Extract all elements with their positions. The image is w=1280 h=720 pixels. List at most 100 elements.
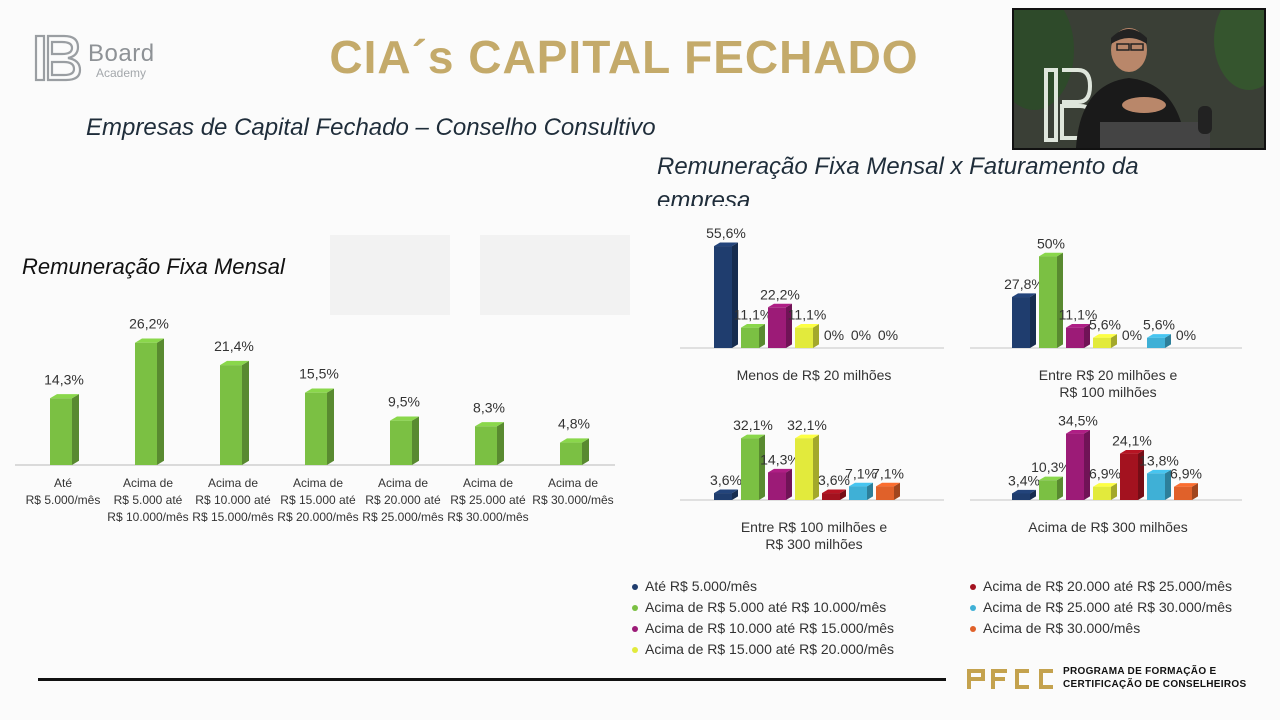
data-label: 0% (878, 327, 898, 343)
legend-item: Acima de R$ 10.000 até R$ 15.000/mês (632, 620, 894, 636)
tick-label: Acima de (548, 476, 598, 490)
bar (714, 242, 738, 348)
data-label: 32,1% (787, 417, 827, 433)
chart-title: Acima de R$ 300 milhões (1028, 519, 1188, 535)
data-label: 50% (1037, 235, 1065, 251)
bar (1174, 483, 1198, 500)
tick-label: R$ 15.000/mês (192, 510, 273, 524)
data-label: 0% (1176, 327, 1196, 343)
chart-title: R$ 100 milhões (1059, 384, 1156, 400)
chart-entre-20-100-milhoes: 27,8%50%11,1%5,6%0%5,6%0%Entre R$ 20 mil… (970, 235, 1242, 400)
tick-label: Acima de (378, 476, 428, 490)
bar (1093, 334, 1117, 348)
tick-label: Acima de (463, 476, 513, 490)
data-label: 26,2% (129, 316, 169, 332)
bar (135, 338, 164, 465)
legend-item: Acima de R$ 25.000 até R$ 30.000/mês (970, 599, 1232, 615)
chart-acima-300-milhoes: 3,4%10,3%34,5%6,9%24,1%13,8%6,9%Acima de… (970, 413, 1242, 535)
legend-marker-icon (632, 605, 638, 612)
data-label: 55,6% (706, 225, 746, 241)
data-label: 4,8% (558, 416, 590, 432)
data-label: 6,9% (1089, 466, 1121, 482)
data-label: 24,1% (1112, 433, 1152, 449)
legend-label: Acima de R$ 20.000 até R$ 25.000/mês (983, 578, 1233, 594)
right-chart-title: Remuneração Fixa Mensal x Faturamento da… (657, 153, 1139, 206)
data-label: 9,5% (388, 394, 420, 410)
bar (475, 422, 504, 465)
data-label: 11,1% (734, 307, 773, 323)
data-label: 27,8% (1004, 276, 1044, 292)
legend-label: Até R$ 5.000/mês (645, 578, 758, 594)
data-label: 5,6% (1143, 317, 1175, 333)
data-label: 0% (851, 327, 871, 343)
chart-legend: Até R$ 5.000/mês Acima de R$ 5.000 até R$… (632, 578, 1272, 664)
tick-label: R$ 10.000/mês (107, 510, 188, 524)
chart-title: Entre R$ 20 milhões e (1039, 367, 1178, 383)
bar (1147, 334, 1171, 348)
tick-label: R$ 15.000 até (280, 493, 356, 507)
bar (768, 468, 792, 500)
brand-subtitle: Academy (96, 66, 147, 80)
bar (1012, 293, 1036, 348)
bar (849, 482, 873, 500)
legend-item: Acima de R$ 15.000 até R$ 20.000/mês (632, 641, 894, 657)
legend-label: Acima de R$ 30.000/mês (983, 620, 1141, 636)
bar (1039, 476, 1063, 500)
left-chart-title: Remuneração Fixa Mensal (22, 254, 285, 279)
tick-label: R$ 20.000/mês (277, 510, 358, 524)
bar (768, 303, 792, 348)
legend-item: Acima de R$ 30.000/mês (970, 620, 1140, 636)
page-title: CIA´s CAPITAL FECHADO (329, 31, 919, 83)
bar (50, 394, 79, 465)
tick-label: R$ 30.000/mês (447, 510, 528, 524)
legend-item: Acima de R$ 20.000 até R$ 25.000/mês (970, 578, 1232, 594)
data-label: 10,3% (1031, 459, 1071, 475)
data-label: 6,9% (1170, 466, 1202, 482)
bar (1093, 483, 1117, 500)
tick-label: R$ 25.000 até (450, 493, 526, 507)
data-label: 7,1% (872, 465, 904, 481)
data-label: 0% (1122, 327, 1142, 343)
data-label: 5,6% (1089, 317, 1121, 333)
tick-label: R$ 25.000/mês (362, 510, 443, 524)
data-label: 3,6% (818, 472, 850, 488)
bar (741, 434, 765, 500)
slide-subtitle: Empresas de Capital Fechado – Conselho C… (86, 114, 656, 141)
tick-label: R$ 5.000/mês (26, 493, 101, 507)
bar (795, 434, 819, 500)
legend-label: Acima de R$ 15.000 até R$ 20.000/mês (645, 641, 895, 657)
bar (560, 438, 589, 465)
left-bar-chart: 14,3% Até R$ 5.000/mês 26,2% Acima de R$ 5.00… (15, 316, 615, 524)
data-label: 14,3% (44, 371, 84, 387)
watermark-logo (330, 235, 630, 315)
bar (1012, 489, 1036, 500)
data-label: 8,3% (473, 399, 505, 415)
presenter-video-icon (1014, 10, 1264, 148)
bar (305, 388, 334, 465)
bar (795, 324, 819, 348)
chart-title: Entre R$ 100 milhões e (741, 519, 888, 535)
data-label: 22,2% (760, 286, 800, 302)
bar (741, 324, 765, 348)
bar (390, 416, 419, 465)
data-label: 15,5% (299, 366, 339, 382)
data-label: 13,8% (1139, 452, 1179, 468)
legend-label: Acima de R$ 25.000 até R$ 30.000/mês (983, 599, 1233, 615)
bar (822, 489, 846, 500)
legend-marker-icon (970, 605, 976, 612)
bar (1147, 469, 1171, 500)
legend-item: Acima de R$ 5.000 até R$ 10.000/mês (632, 599, 886, 615)
data-label: 3,6% (710, 472, 742, 488)
data-label: 3,4% (1008, 472, 1040, 488)
brand-name: Board (88, 40, 155, 67)
tick-label: Até (54, 476, 72, 490)
data-label: 21,4% (214, 338, 254, 354)
legend-marker-icon (970, 584, 976, 591)
bar (714, 489, 738, 500)
legend-marker-icon (632, 626, 638, 633)
bar (220, 360, 249, 465)
legend-marker-icon (632, 584, 638, 591)
bar (1120, 450, 1144, 500)
data-label: 7,1% (845, 465, 877, 481)
footer-divider (38, 678, 946, 681)
